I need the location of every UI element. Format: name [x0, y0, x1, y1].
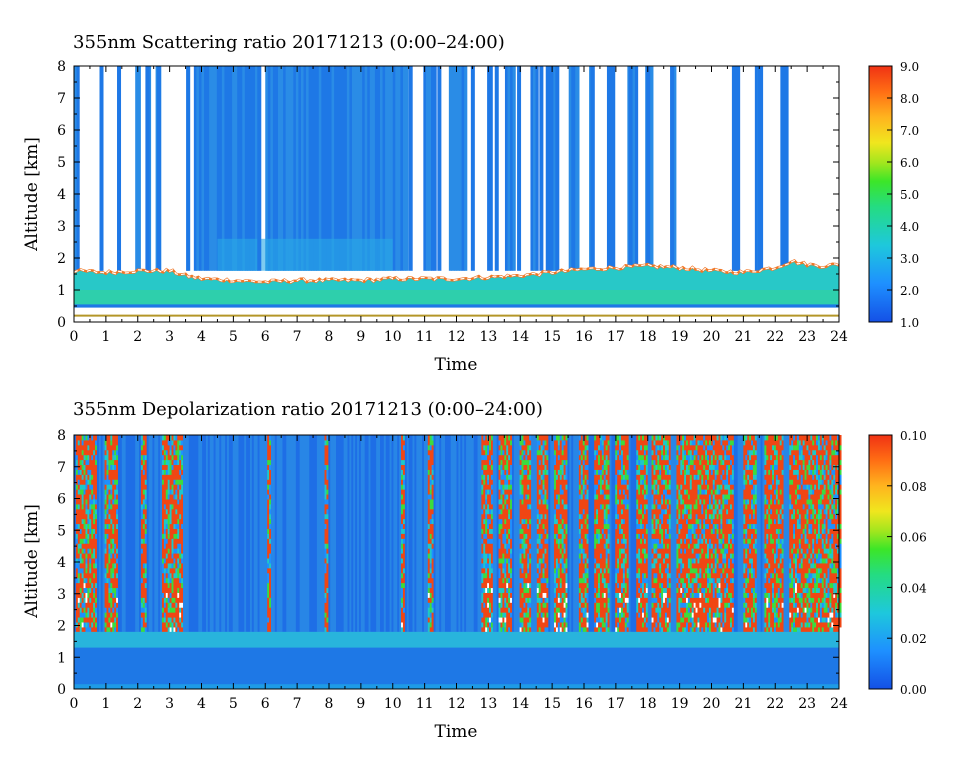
x-axis-label: Time [435, 355, 478, 375]
x-tick-label: 0 [70, 329, 79, 345]
y-tick-label: 6 [57, 123, 66, 139]
heatmap-column [77, 66, 80, 271]
chart-title: 355nm Scattering ratio 20171213 (0:00–24… [73, 32, 505, 53]
heatmap-column [471, 66, 475, 271]
x-tick-label: 17 [607, 329, 625, 345]
y-tick-label: 2 [57, 251, 66, 267]
x-tick-label: 13 [479, 329, 497, 345]
y-tick-label: 5 [57, 155, 66, 171]
x-tick-label: 19 [671, 329, 689, 345]
heatmap-column [576, 66, 579, 271]
heatmap-column [571, 66, 575, 271]
near-surface-layer [74, 304, 839, 307]
y-tick-label: 3 [57, 219, 66, 235]
heatmap-column [495, 66, 499, 271]
x-tick-label: 24 [830, 329, 848, 345]
x-tick-label: 1 [101, 329, 110, 345]
chart-title: 355nm Depolarization ratio 20171213 (0:0… [73, 399, 543, 420]
colorbar-tick-label: 9.0 [900, 60, 919, 74]
x-tick-label: 9 [356, 329, 365, 345]
x-tick-label: 7 [293, 329, 302, 345]
y-tick-label: 1 [57, 283, 66, 299]
y-tick-label: 0 [57, 315, 66, 331]
heatmap-column [257, 66, 261, 271]
x-tick-label: 3 [165, 329, 174, 345]
colorbar-tick-label: 1.0 [900, 316, 919, 330]
heatmap-column [611, 66, 615, 271]
scattering-ratio-panel: 355nm Scattering ratio 20171213 (0:00–24… [22, 32, 919, 375]
colorbar-tick-label: 3.0 [900, 252, 919, 266]
heatmap-column [437, 66, 441, 271]
heatmap-patch [217, 239, 392, 271]
heatmap-column [555, 66, 559, 271]
colorbar: 1.0 2.0 3.0 4.0 5.0 6.0 7.0 8.0 9.0 [869, 60, 919, 330]
heatmap-column [646, 66, 650, 271]
x-tick-label: 22 [766, 329, 784, 345]
heatmap-column [464, 66, 467, 271]
heatmap-column [117, 66, 121, 271]
x-tick-label: 20 [703, 329, 721, 345]
x-tick-label: 23 [798, 329, 816, 345]
y-tick-label: 4 [57, 187, 66, 203]
colorbar-tick-label: 8.0 [900, 92, 919, 106]
plot-area [74, 435, 842, 689]
heatmap-column [539, 66, 543, 271]
x-tick-label: 16 [575, 329, 593, 345]
heatmap-column [100, 66, 104, 271]
x-tick-label: 14 [511, 329, 529, 345]
heatmap-column [406, 66, 409, 271]
heatmap-column [734, 66, 738, 271]
x-tick-label: 11 [416, 329, 434, 345]
heatmap-column [409, 66, 413, 271]
heatmap-column [138, 66, 141, 271]
heatmap-column [629, 66, 633, 271]
x-tick-label: 21 [734, 329, 752, 345]
heatmap-column [513, 66, 516, 271]
x-tick-label: 12 [448, 329, 466, 345]
heatmap-column [590, 66, 594, 271]
heatmap-column [157, 66, 161, 271]
x-tick-label: 8 [325, 329, 334, 345]
x-tick-label: 4 [197, 329, 206, 345]
heatmap-column [783, 66, 787, 271]
boundary-layer-lower [74, 290, 839, 304]
colorbar-tick-label: 6.0 [900, 156, 919, 170]
heatmap-column [517, 66, 521, 271]
x-tick-label: 10 [384, 329, 402, 345]
colorbar-tick-label: 4.0 [900, 220, 919, 234]
x-tick-label: 2 [133, 329, 142, 345]
heatmap-column [635, 66, 638, 271]
heatmap-column [434, 66, 437, 271]
y-axis-label: Altitude [km] [22, 137, 42, 252]
heatmap-column [758, 66, 762, 271]
x-tick-label: 18 [639, 329, 657, 345]
heatmap-column [536, 66, 539, 271]
x-tick-label: 15 [543, 329, 561, 345]
colorbar-tick-label: 2.0 [900, 284, 919, 298]
colorbar-tick-label: 5.0 [900, 188, 919, 202]
heatmap-column [146, 66, 150, 271]
heatmap-column [490, 66, 493, 271]
heatmap-column [650, 66, 653, 271]
plot-area [74, 66, 839, 322]
x-tick-label: 5 [229, 329, 238, 345]
colorbar-tick-label: 7.0 [900, 124, 919, 138]
x-tick-label: 6 [261, 329, 270, 345]
y-tick-label: 8 [57, 59, 66, 75]
y-tick-label: 7 [57, 91, 66, 107]
depolarization-ratio-panel: 355nm Depolarization ratio 20171213 (0:0… [22, 399, 927, 742]
heatmap-column [670, 66, 674, 271]
heatmap-column [186, 66, 190, 271]
